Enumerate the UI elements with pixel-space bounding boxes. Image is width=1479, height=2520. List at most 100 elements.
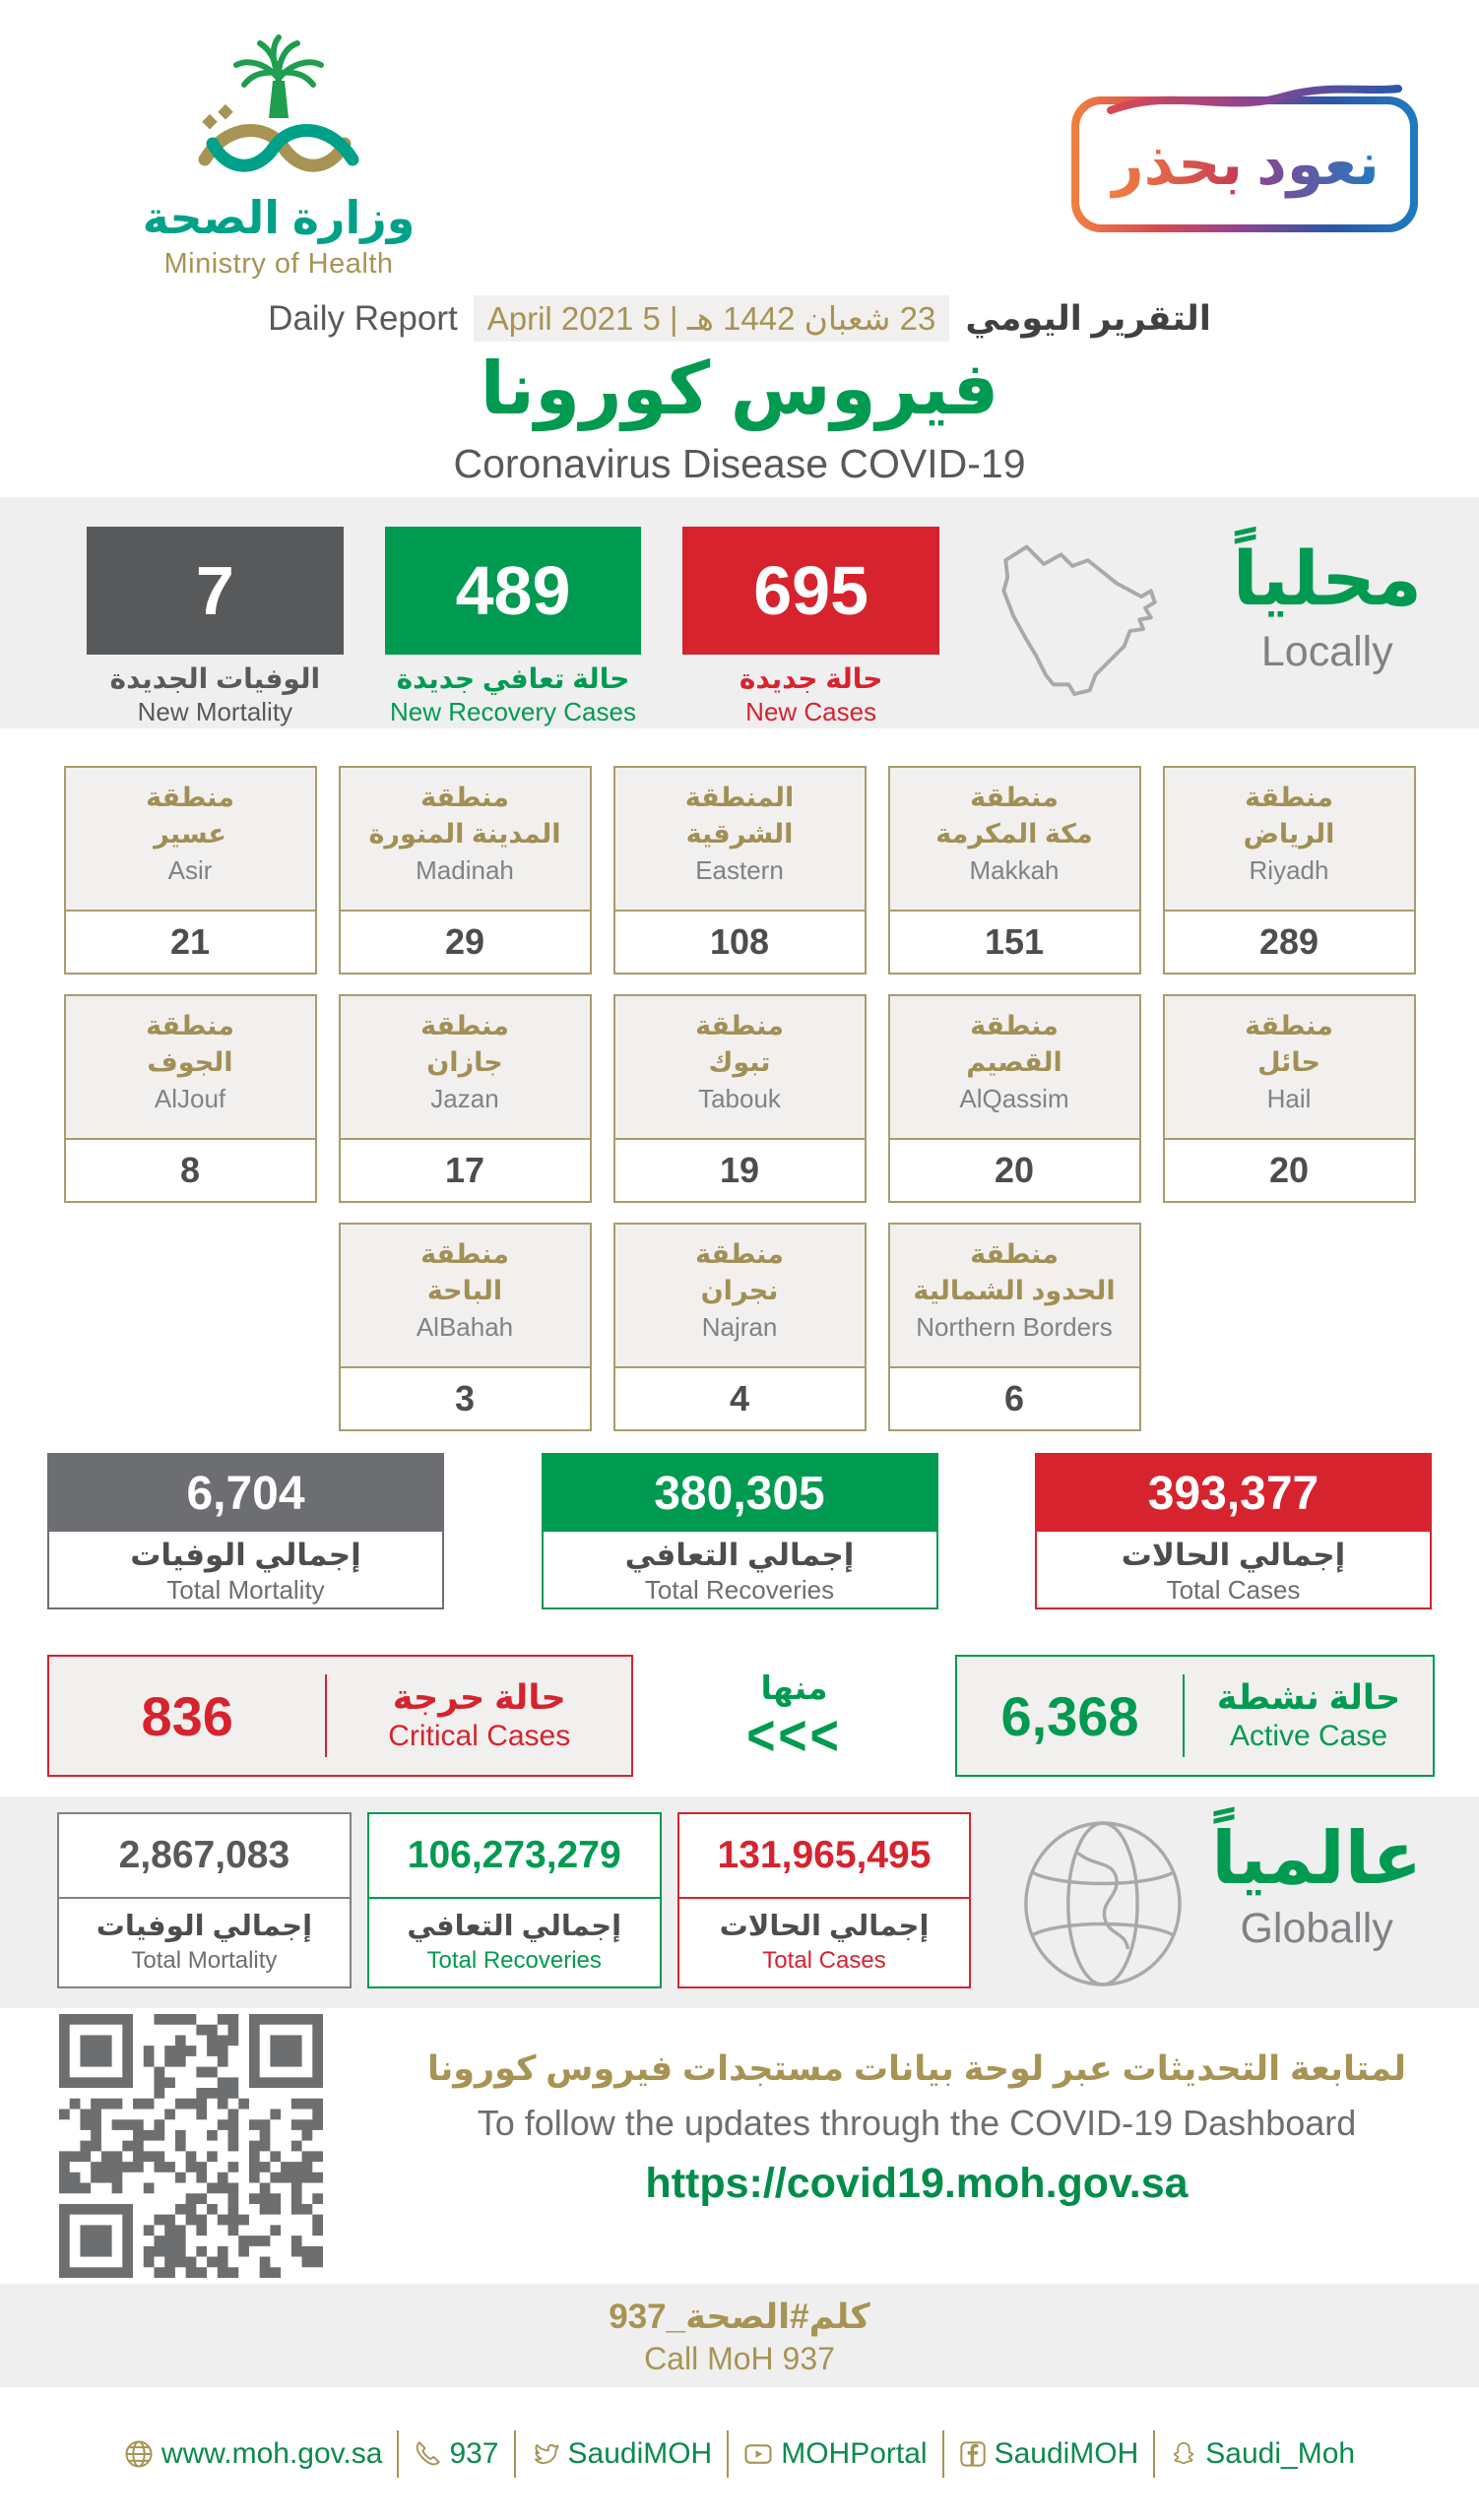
region-name-ar-line1: منطقة	[970, 1011, 1059, 1040]
footer-twitter-link[interactable]: SaudiMOH	[531, 2437, 712, 2471]
divider	[397, 2429, 400, 2478]
total-recoveries-label-ar: إجمالي التعافي	[624, 1538, 855, 1572]
globally-heading-en: Globally	[1240, 1905, 1393, 1952]
region-name-ar-line2: الباحة	[426, 1276, 503, 1305]
footer-snapchat-link[interactable]: Saudi_Moh	[1170, 2437, 1355, 2471]
global-mortality-label-en: Total Mortality	[131, 1947, 278, 1974]
dashboard-text-ar: لمتابعة التحديثات عبر لوحة بيانات مستجدا…	[426, 2049, 1407, 2088]
region-name-en: Najran	[701, 1312, 778, 1342]
region-new-cases-value: 4	[614, 1368, 865, 1429]
new-cases-label-ar: حالة جديدة	[739, 663, 883, 694]
region-card-header: منطقة تبوك Tabouk	[614, 996, 865, 1140]
region-card: المنطقة الشرقية Eastern 108	[612, 766, 867, 975]
region-name-ar-line1: منطقة	[146, 783, 234, 812]
footer-youtube-link[interactable]: MOHPortal	[743, 2437, 928, 2471]
region-card: منطقة الجوف AlJouf 8	[63, 994, 317, 1203]
critical-cases-label-ar: حالة حرجة	[392, 1678, 566, 1717]
badge-wave-icon	[1107, 85, 1402, 114]
total-mortality-box: 6,704 إجمالي الوفيات Total Mortality	[47, 1453, 444, 1609]
breakdown-section: 836 حالة حرجة Critical Cases منها <<< 6,…	[0, 1609, 1479, 1796]
region-new-cases-value: 17	[340, 1140, 590, 1201]
region-name-en: Madinah	[416, 855, 514, 885]
critical-cases-labels: حالة حرجة Critical Cases	[327, 1678, 631, 1753]
new-mortality-label-ar: الوفيات الجديدة	[109, 663, 321, 694]
badge-text: نعود بحذر	[1079, 104, 1410, 224]
total-recoveries-value: 380,305	[543, 1455, 936, 1532]
region-name-en: Jazan	[430, 1084, 499, 1113]
dashboard-url-link[interactable]: https://covid19.moh.gov.sa	[645, 2160, 1189, 2207]
region-name-ar-line2: نجران	[700, 1276, 779, 1305]
total-mortality-value: 6,704	[49, 1455, 442, 1532]
total-cases-label-ar: إجمالي الحالات	[1121, 1538, 1346, 1572]
footer-phone-label: 937	[449, 2436, 499, 2470]
divider	[1153, 2429, 1156, 2478]
new-recoveries-stat: 489 حالة تعافي جديدة New Recovery Cases	[384, 527, 642, 727]
footer-website-link[interactable]: www.moh.gov.sa	[124, 2437, 382, 2471]
region-name-ar-line1: منطقة	[420, 783, 509, 812]
badge-word-right: نعود	[1256, 131, 1380, 197]
new-recoveries-label-ar: حالة تعافي جديدة	[396, 663, 630, 694]
call-moh-label-ar: كلم#الصحة_937	[609, 2298, 870, 2336]
dashboard-text: لمتابعة التحديثات عبر لوحة بيانات مستجدا…	[354, 2008, 1479, 2208]
moh-name-english: Ministry of Health	[163, 248, 394, 280]
total-recoveries-box: 380,305 إجمالي التعافي Total Recoveries	[541, 1453, 938, 1609]
region-card: منطقة جازان Jazan 17	[338, 994, 592, 1203]
region-new-cases-value: 108	[614, 912, 865, 973]
region-card: منطقة تبوك Tabouk 19	[612, 994, 867, 1203]
global-cases-value: 131,965,495	[678, 1814, 970, 1899]
region-name-ar-line2: مكة المكرمة	[935, 819, 1093, 849]
regions-section: منطقة عسير Asir 21 منطقة المدينة المنورة…	[0, 728, 1479, 1437]
region-card: منطقة حائل Hail 20	[1162, 994, 1416, 1203]
youtube-icon	[744, 2443, 772, 2464]
region-card: منطقة القصيم AlQassim 20	[887, 994, 1141, 1203]
region-name-ar-line2: تبوك	[708, 1047, 771, 1077]
locally-heading-en: Locally	[1260, 628, 1393, 675]
globe-icon	[125, 2440, 153, 2467]
of-which-label: منها	[760, 1669, 828, 1706]
moh-name-arabic: وزارة الصحة	[142, 192, 416, 243]
call-moh-label-en: Call MoH 937	[644, 2341, 835, 2376]
region-card: منطقة الباحة AlBahah 3	[338, 1223, 592, 1431]
daily-report-label-en: Daily Report	[268, 298, 458, 338]
divider	[727, 2429, 730, 2478]
region-name-ar-line1: منطقة	[970, 1239, 1059, 1269]
region-new-cases-value: 3	[340, 1368, 590, 1429]
region-name-ar-line1: منطقة	[420, 1239, 509, 1269]
region-card-header: منطقة نجران Najran	[614, 1225, 865, 1368]
region-name-ar-line2: عسير	[154, 819, 226, 849]
active-cases-value: 6,368	[1000, 1684, 1139, 1747]
global-mortality-value: 2,867,083	[59, 1814, 350, 1899]
footer: www.moh.gov.sa 937 SaudiMOH MOHPortal Sa…	[0, 2387, 1479, 2520]
global-cases-box: 131,965,495 إجمالي الحالات Total Cases	[676, 1812, 972, 1988]
footer-phone-link[interactable]: 937	[414, 2436, 499, 2471]
total-cases-box: 393,377 إجمالي الحالات Total Cases	[1035, 1453, 1432, 1609]
region-name-en: AlBahah	[416, 1312, 514, 1342]
qr-code[interactable]	[59, 2014, 323, 2278]
region-new-cases-value: 6	[889, 1368, 1139, 1429]
saudi-arabia-map-icon	[1001, 544, 1157, 697]
new-mortality-label-en: New Mortality	[137, 697, 293, 726]
region-name-ar-line1: منطقة	[1245, 783, 1333, 812]
region-name-ar-line2: حائل	[1257, 1047, 1320, 1077]
badge-word-left: بحذر	[1110, 131, 1244, 197]
region-name-ar-line1: منطقة	[1245, 1011, 1333, 1040]
region-new-cases-value: 21	[65, 912, 315, 973]
new-recoveries-label-en: New Recovery Cases	[389, 697, 636, 726]
divider	[941, 2429, 944, 2478]
facebook-icon	[959, 2440, 986, 2467]
region-card-header: منطقة عسير Asir	[65, 768, 315, 912]
total-mortality-label-ar: إجمالي الوفيات	[130, 1538, 361, 1572]
region-new-cases-value: 20	[1164, 1140, 1414, 1201]
region-card-header: منطقة القصيم AlQassim	[889, 996, 1139, 1140]
region-name-ar-line2: الحدود الشمالية	[913, 1276, 1116, 1305]
region-name-en: Riyadh	[1249, 855, 1329, 885]
region-new-cases-value: 20	[889, 1140, 1139, 1201]
new-cases-stat: 695 حالة جديدة New Cases	[682, 527, 939, 727]
total-mortality-label-en: Total Mortality	[166, 1575, 325, 1605]
region-card: منطقة عسير Asir 21	[63, 766, 317, 975]
page-title-arabic: فيروس كورونا	[480, 347, 999, 429]
region-card-header: منطقة الحدود الشمالية Northern Borders	[889, 1225, 1139, 1368]
global-recoveries-label-en: Total Recoveries	[426, 1947, 602, 1974]
footer-facebook-link[interactable]: SaudiMOH	[959, 2437, 1138, 2471]
